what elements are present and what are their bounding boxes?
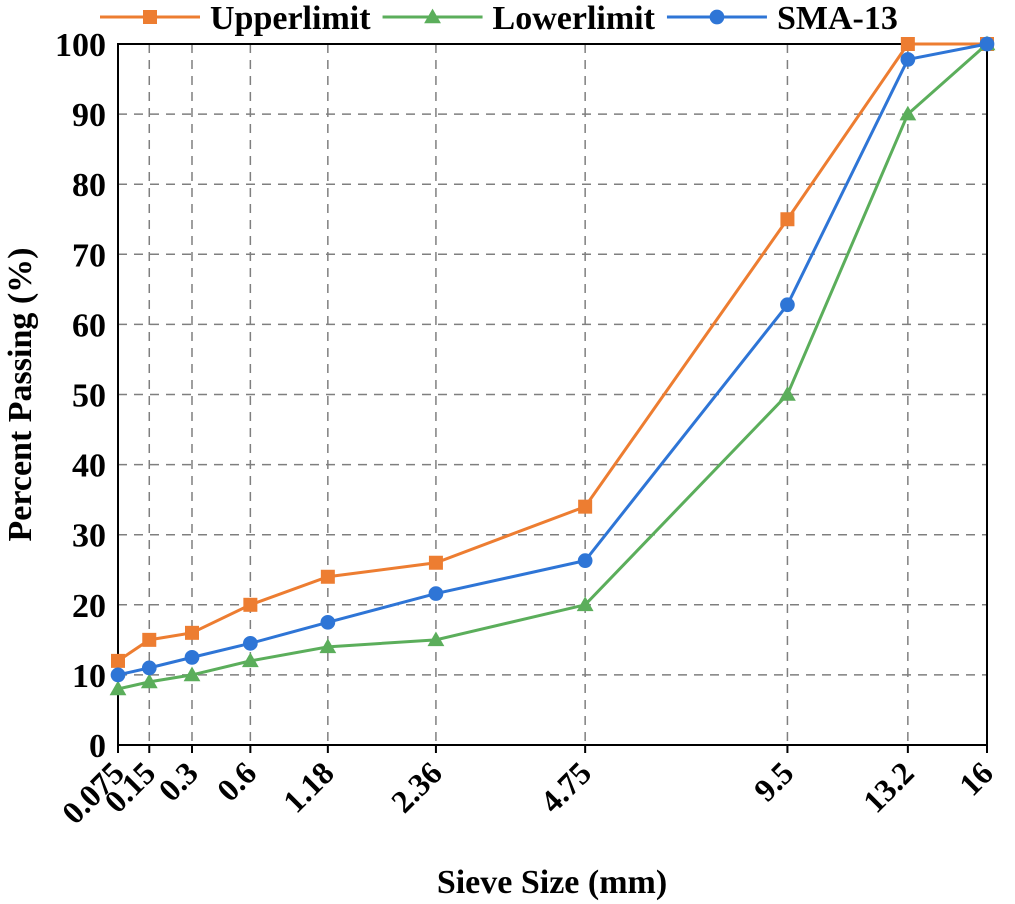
legend: Upperlimit Lowerlimit SMA-13 xyxy=(100,0,898,37)
series-line xyxy=(117,42,987,663)
circle-marker xyxy=(979,36,995,52)
triangle-marker xyxy=(899,105,917,121)
series-line xyxy=(117,42,988,691)
square-marker xyxy=(143,10,157,24)
square-marker xyxy=(900,37,915,51)
x-tick-label: 16 xyxy=(952,754,1000,802)
square-marker xyxy=(111,653,125,668)
x-tick-label: 4.75 xyxy=(533,754,598,819)
series-lowerlimit xyxy=(109,35,996,696)
series-upperlimit xyxy=(111,37,994,668)
square-marker xyxy=(142,632,157,647)
triangle-marker xyxy=(576,596,594,612)
legend-item: Lowerlimit xyxy=(382,0,656,37)
triangle-marker xyxy=(779,386,796,401)
plot-area xyxy=(117,43,988,746)
circle-marker xyxy=(900,52,916,67)
series-sma-13 xyxy=(110,36,995,683)
y-tick-label: 80 xyxy=(72,167,106,204)
legend-item: SMA-13 xyxy=(666,0,898,37)
triangle-marker xyxy=(427,631,445,647)
y-axis-label: Percent Passing (%) xyxy=(2,248,39,542)
x-tick-label: 1.18 xyxy=(276,754,341,819)
circle-marker xyxy=(141,660,157,676)
square-marker xyxy=(320,569,335,584)
legend-item: Upperlimit xyxy=(100,0,371,37)
circle-marker xyxy=(577,553,593,568)
triangle-marker xyxy=(109,680,127,696)
x-tick-label: 13.2 xyxy=(856,754,921,819)
square-marker xyxy=(780,212,795,227)
triangle-marker xyxy=(424,8,441,24)
triangle-marker xyxy=(319,638,337,654)
triangle-marker xyxy=(183,666,201,682)
legend-label: Lowerlimit xyxy=(493,0,656,37)
y-axis-ticks: 0 10 20 30 40 50 60 70 80 90 100 xyxy=(55,27,106,765)
x-tick-label: 0.6 xyxy=(210,754,264,808)
y-tick-label: 50 xyxy=(72,378,106,415)
y-tick-label: 60 xyxy=(72,307,106,344)
circle-marker xyxy=(428,586,444,601)
triangle-marker xyxy=(140,673,158,689)
series-line xyxy=(117,42,988,677)
y-tick-label: 100 xyxy=(55,27,106,64)
x-tick-label: 2.36 xyxy=(384,754,449,819)
y-tick-label: 30 xyxy=(72,518,106,555)
circle-marker xyxy=(110,667,126,683)
square-marker xyxy=(428,555,443,570)
square-marker xyxy=(578,499,593,514)
series-layer xyxy=(109,35,996,696)
x-tick-label: 0.3 xyxy=(151,754,205,808)
legend-label: SMA-13 xyxy=(777,0,898,37)
square-marker xyxy=(184,625,199,640)
circle-marker xyxy=(243,636,258,651)
circle-marker xyxy=(320,614,336,630)
triangle-marker xyxy=(241,652,259,668)
y-tick-label: 0 xyxy=(89,728,106,765)
y-tick-label: 20 xyxy=(72,588,106,625)
x-tick-label: 9.5 xyxy=(747,754,801,808)
y-tick-label: 40 xyxy=(72,448,106,485)
y-tick-label: 10 xyxy=(72,658,106,695)
y-tick-label: 70 xyxy=(72,237,106,274)
square-marker xyxy=(243,597,258,612)
legend-label: Upperlimit xyxy=(210,0,371,37)
x-axis-label: Sieve Size (mm) xyxy=(437,864,667,901)
circle-marker xyxy=(709,9,725,25)
circle-marker xyxy=(184,650,200,665)
y-tick-label: 90 xyxy=(72,97,106,134)
circle-marker xyxy=(780,297,795,313)
